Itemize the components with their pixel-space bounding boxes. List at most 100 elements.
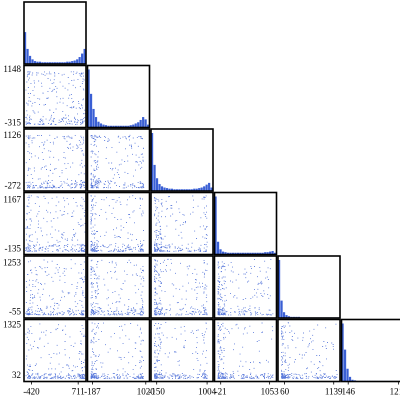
hist-bar-3-12: [244, 252, 247, 255]
x-tick-label: 1020: [137, 387, 156, 397]
hist-bar-2-3: [158, 184, 161, 191]
scatter-points-5-3: [217, 322, 274, 379]
hist-bar-1-9: [109, 125, 112, 128]
hist-bar-5-4: [351, 379, 354, 382]
hist-bar-1-20: [137, 122, 140, 128]
panel-3-3: [213, 191, 278, 256]
hist-bar-2-11: [178, 189, 181, 191]
hist-bar-0-14: [58, 62, 61, 64]
panel-5-5: 146 1212: [340, 318, 400, 397]
hist-bar-3-16: [254, 252, 257, 255]
hist-bar-0-6: [38, 61, 42, 64]
hist-bar-1-2: [92, 108, 95, 128]
hist-bar-2-22: [205, 184, 208, 191]
hist-bar-0-17: [66, 61, 69, 64]
panel-1-0: 1148 -315: [3, 64, 87, 129]
hist-bar-2-18: [195, 188, 198, 191]
hist-bar-3-23: [271, 251, 274, 255]
hist-bar-3-4: [224, 252, 227, 255]
panel-4-2: [150, 255, 214, 319]
hist-bar-2-21: [203, 186, 206, 191]
hist-bar-1-3: [94, 117, 98, 128]
hist-bar-0-18: [68, 61, 71, 64]
x-tick-label: 1004: [198, 387, 217, 397]
panel-frame-5-1: [86, 318, 151, 383]
hist-bar-3-3: [221, 251, 225, 255]
scatter-points-3-1: [90, 195, 145, 252]
hist-bar-2-23: [208, 182, 211, 191]
panel-frame-1-1: [86, 64, 151, 129]
hist-bar-3-19: [261, 252, 264, 255]
x-tick-label: -150: [148, 387, 165, 397]
hist-bar-0-3: [31, 59, 34, 64]
hist-bar-2-17: [193, 188, 196, 191]
x-tick-label: 60: [280, 387, 290, 397]
hist-bar-5-2: [346, 368, 349, 382]
y-tick-label: 1148: [3, 64, 21, 74]
scatter-points-4-3: [217, 259, 274, 316]
y-tick-label: -315: [5, 118, 22, 128]
hist-bar-1-15: [124, 125, 127, 128]
y-tick-label: 32: [12, 370, 21, 380]
hist-bar-3-9: [236, 252, 239, 255]
x-tick-label: 1139: [325, 387, 343, 397]
scatter-points-3-0: [25, 195, 86, 252]
panel-4-4: [277, 255, 341, 319]
hist-bar-0-12: [53, 62, 56, 64]
panel-2-2: [150, 128, 214, 192]
scatter-points-4-2: [154, 258, 208, 316]
panel-5-0: 1325 32-420 711: [3, 318, 87, 397]
panel-frame-1-0: [23, 64, 87, 129]
hist-bar-3-1: [216, 241, 220, 255]
hist-bar-1-13: [119, 125, 122, 128]
hist-bar-1-4: [97, 121, 100, 128]
hist-bar-3-7: [231, 252, 235, 255]
panel-2-1: [86, 128, 151, 192]
hist-bar-2-19: [198, 188, 201, 191]
hist-bar-0-15: [61, 62, 64, 64]
hist-bar-5-0: [341, 323, 344, 382]
panel-frame-5-4: [277, 318, 341, 383]
hist-bar-4-4: [287, 316, 291, 318]
hist-bar-3-0: [214, 196, 217, 255]
hist-bar-2-14: [185, 189, 188, 191]
panel-5-2: -150 1004: [148, 318, 217, 397]
hist-bar-1-21: [139, 119, 142, 128]
panel-4-1: [86, 255, 151, 319]
hist-bar-0-1: [26, 48, 29, 64]
panel-2-0: 1126 -272: [3, 128, 87, 192]
scatter-points-4-0: [25, 259, 86, 316]
hist-bar-2-0: [151, 133, 154, 191]
panel-3-2: [150, 191, 214, 256]
hist-bar-0-5: [36, 61, 39, 64]
hist-bar-3-21: [266, 252, 269, 255]
hist-bar-2-15: [188, 189, 191, 191]
hist-bar-2-24: [210, 187, 213, 191]
hist-bar-2-2: [155, 178, 159, 191]
hist-bar-3-2: [219, 249, 222, 255]
hist-bar-5-3: [348, 376, 352, 382]
hist-bar-2-6: [165, 188, 169, 191]
scatter-points-2-0: [25, 134, 86, 189]
hist-bar-2-4: [160, 186, 164, 191]
panel-frame-2-1: [86, 128, 151, 192]
hist-bar-0-4: [33, 61, 37, 64]
hist-bar-2-12: [180, 189, 183, 191]
x-tick-label: -21: [215, 387, 227, 397]
hist-bar-0-16: [63, 62, 66, 64]
hist-bar-0-19: [71, 61, 74, 64]
x-tick-label: 711: [72, 387, 85, 397]
y-tick-label: -55: [9, 306, 21, 316]
panel-5-3: -21 1053: [213, 318, 279, 397]
hist-bar-5-1: [343, 349, 347, 382]
hist-bar-4-2: [282, 312, 286, 318]
hist-bar-1-12: [117, 125, 120, 128]
hist-bar-1-18: [132, 124, 135, 128]
hist-bar-0-22: [78, 57, 81, 64]
scatter-points-2-1: [90, 134, 145, 189]
hist-bar-1-17: [129, 125, 132, 128]
hist-bar-3-13: [246, 252, 249, 255]
hist-bar-1-24: [147, 124, 150, 128]
hist-bar-3-10: [239, 252, 242, 255]
x-tick-label: 146: [341, 387, 355, 397]
